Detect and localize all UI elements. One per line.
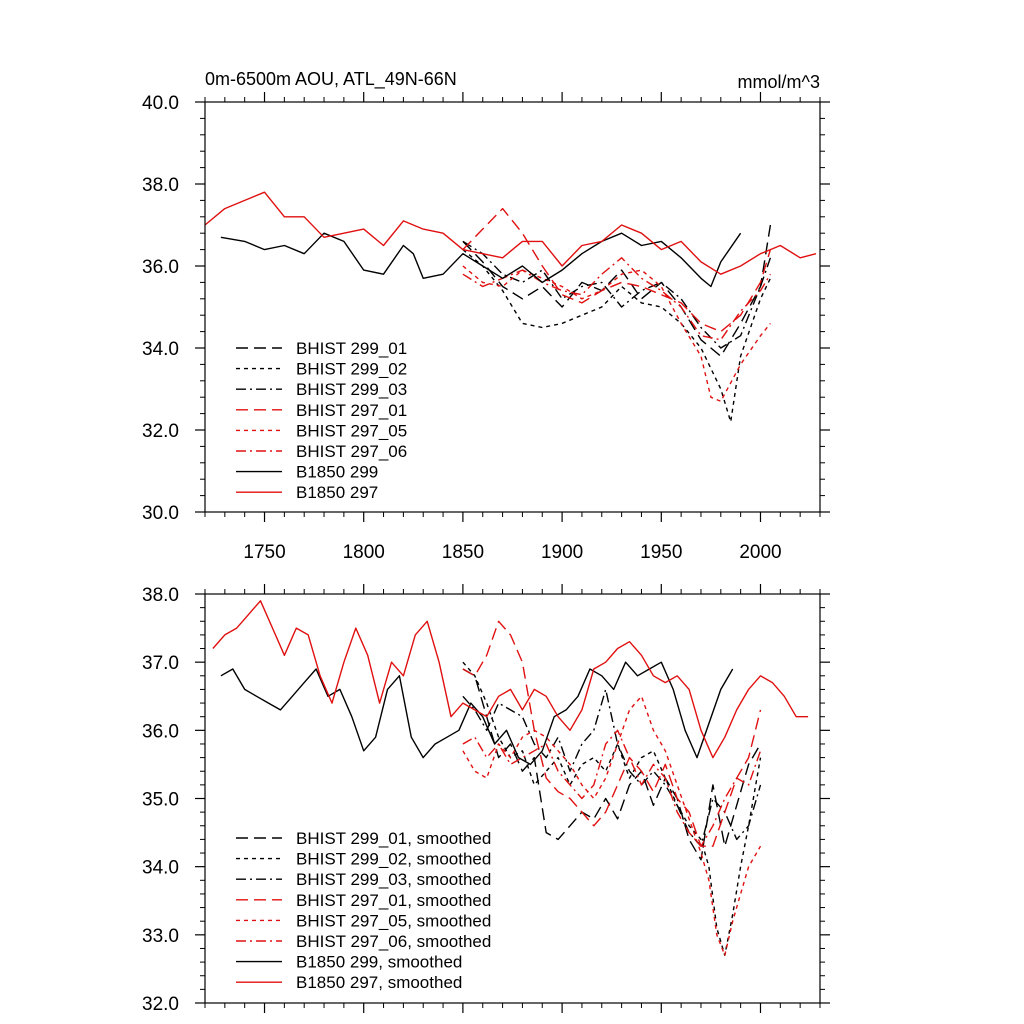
- legend-label-0-3: BHIST 297_01: [296, 401, 407, 420]
- y-tick-label-0-2: 34.0: [142, 339, 179, 360]
- y-tick-label-1-3: 35.0: [142, 790, 179, 811]
- y-tick-label-1-6: 38.0: [142, 585, 179, 606]
- y-tick-label-0-1: 32.0: [142, 421, 179, 442]
- x-tick-label-0-1: 1800: [343, 542, 385, 563]
- series-line-1-7: [212, 600, 809, 759]
- legend-label-1-2: BHIST 299_03, smoothed: [296, 870, 491, 889]
- bottom-panel: 32.0 33.0 34.0 35.0 36.0 37.0 38.0 BHIST 299_01…: [142, 584, 830, 1015]
- series-line-0-0: [462, 224, 772, 357]
- y-tick-label-0-4: 38.0: [142, 175, 179, 196]
- y-tick-label-1-2: 34.0: [142, 858, 179, 879]
- series-line-1-3: [462, 620, 762, 847]
- legend-label-1-6: B1850 299, smoothed: [296, 953, 462, 972]
- legend-label-0-7: B1850 297: [296, 483, 378, 502]
- legend-label-0-1: BHIST 299_02: [296, 360, 407, 379]
- legend-label-1-3: BHIST 297_01, smoothed: [296, 891, 491, 910]
- y-tick-label-0-0: 30.0: [142, 503, 179, 524]
- legend-label-1-1: BHIST 299_02, smoothed: [296, 850, 491, 869]
- y-tick-label-1-0: 32.0: [142, 994, 179, 1015]
- top-panel-title: 0m-6500m AOU, ATL_49N-66N: [205, 69, 457, 90]
- legend-label-0-4: BHIST 297_05: [296, 421, 407, 440]
- x-tick-label-0-0: 1750: [243, 542, 285, 563]
- legend-label-1-5: BHIST 297_06, smoothed: [296, 932, 491, 951]
- legend-label-0-6: B1850 299: [296, 463, 378, 482]
- y-tick-label-1-4: 36.0: [142, 721, 179, 742]
- legend-label-0-0: BHIST 299_01: [296, 339, 407, 358]
- legend-label-0-5: BHIST 297_06: [296, 442, 407, 461]
- legend-label-1-4: BHIST 297_05, smoothed: [296, 911, 491, 930]
- y-tick-label-0-3: 36.0: [142, 257, 179, 278]
- series-line-1-2: [462, 688, 762, 847]
- legend-label-1-7: B1850 297, smoothed: [296, 973, 462, 992]
- x-tick-label-0-4: 1950: [640, 542, 682, 563]
- series-line-1-4: [462, 695, 762, 956]
- series-line-1-5: [462, 729, 762, 847]
- y-tick-label-0-5: 40.0: [142, 93, 179, 114]
- series-line-0-5: [462, 257, 771, 341]
- series-line-1-6: [220, 661, 734, 766]
- series-line-0-1: [462, 249, 772, 423]
- series-line-0-3: [462, 207, 772, 333]
- series-line-1-0: [462, 668, 762, 861]
- plot-frame-0: [204, 101, 821, 513]
- legend-label-0-2: BHIST 299_03: [296, 380, 407, 399]
- y-tick-label-1-5: 37.0: [142, 653, 179, 674]
- x-tick-label-0-5: 2000: [739, 542, 781, 563]
- top-panel: 0m-6500m AOU, ATL_49N-66N mmol/m^3 30.0 3…: [142, 69, 830, 563]
- x-tick-label-0-3: 1900: [541, 542, 583, 563]
- series-line-1-1: [462, 661, 762, 956]
- series-line-0-4: [462, 265, 771, 402]
- legend-label-1-0: BHIST 299_01, smoothed: [296, 829, 491, 848]
- series-line-0-7: [204, 191, 817, 275]
- x-tick-label-0-2: 1850: [442, 542, 484, 563]
- series-line-0-2: [462, 240, 772, 349]
- y-tick-label-1-1: 33.0: [142, 926, 179, 947]
- top-panel-units: mmol/m^3: [738, 72, 820, 92]
